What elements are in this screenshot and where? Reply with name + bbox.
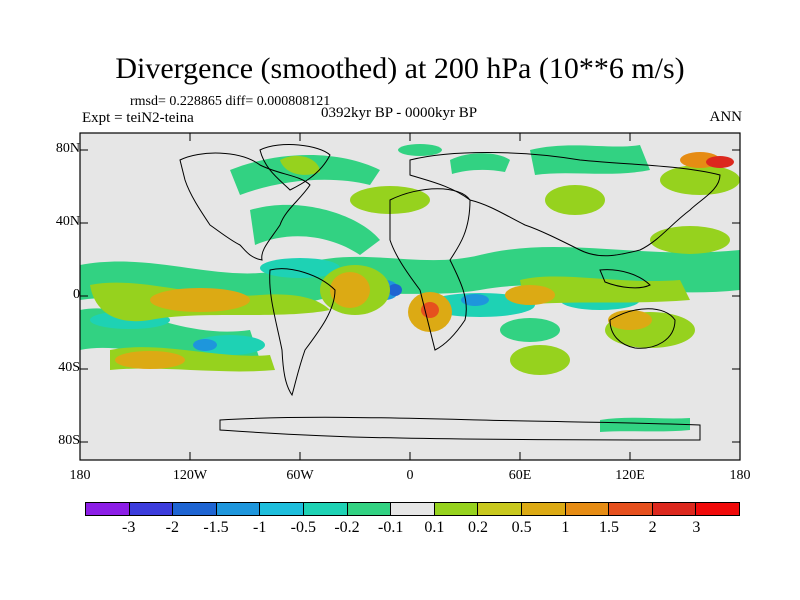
colorbar-swatch <box>391 503 435 515</box>
lon-label: 0 <box>406 468 414 483</box>
colorbar-label: 1.5 <box>599 519 619 536</box>
lat-label: 80N <box>55 141 80 156</box>
field-blob <box>608 310 652 330</box>
experiment-label: Expt = teiN2-teina <box>82 110 194 126</box>
colorbar-swatch <box>478 503 522 515</box>
field-blob <box>660 165 740 195</box>
map-title: Divergence (smoothed) at 200 hPa (10**6 … <box>115 52 685 85</box>
field-blob <box>650 226 730 254</box>
lat-label: 40S <box>58 360 80 375</box>
field-blob <box>250 204 380 255</box>
field-blob <box>80 246 740 310</box>
colorbar-swatch <box>609 503 653 515</box>
colorbar-swatch <box>86 503 130 515</box>
coastline <box>179 152 311 261</box>
coastlines <box>179 144 721 441</box>
colorbar-label: 2 <box>648 519 657 536</box>
field-blob <box>500 318 560 342</box>
lon-label: 120E <box>615 468 645 483</box>
stats-text: rmsd= 0.228865 diff= 0.000808121 <box>130 94 331 109</box>
period-label: 0392kyr BP - 0000kyr BP <box>321 105 478 121</box>
field-blob <box>398 144 442 156</box>
lat-label: 0 <box>73 287 80 302</box>
field-blob <box>115 351 185 369</box>
colorbar <box>85 502 740 516</box>
colorbar-label: -0.2 <box>334 519 360 536</box>
field-blob <box>545 185 605 215</box>
lon-label: 180 <box>729 468 751 483</box>
coastline <box>259 144 331 191</box>
field-blob <box>280 155 320 175</box>
field-blob <box>193 339 217 351</box>
season-label: ANN <box>709 109 743 125</box>
field-blob <box>461 294 489 306</box>
field-blob <box>388 284 402 296</box>
coastline <box>409 152 721 257</box>
colorbar-swatch <box>434 503 479 515</box>
colorbar-label: 3 <box>692 519 701 536</box>
field-blob <box>520 276 690 305</box>
field-blob <box>150 288 250 312</box>
colorbar-label: -0.1 <box>377 519 404 536</box>
lon-label: 60W <box>286 468 314 483</box>
lon-label: 60E <box>508 468 532 483</box>
field-blob <box>195 335 265 355</box>
colorbar-label: 0.1 <box>424 519 445 536</box>
coastline <box>609 308 676 349</box>
field-blob <box>600 417 690 432</box>
field-blob <box>450 153 510 174</box>
colorbar-swatch <box>521 503 566 515</box>
field-blob <box>505 285 555 305</box>
colorbar-label: -2 <box>165 519 179 536</box>
colorbar-swatch <box>260 503 304 515</box>
coastline <box>269 268 336 397</box>
colorbar-label: 0.2 <box>468 519 488 536</box>
colorbar-swatch <box>303 503 348 515</box>
colorbar-swatch <box>216 503 261 515</box>
colorbar-label: 1 <box>561 519 570 536</box>
lon-label: 180 <box>69 468 91 483</box>
colorbar-swatch <box>696 503 739 515</box>
colorbar-swatch <box>565 503 610 515</box>
field-blob <box>530 145 650 175</box>
field-blob <box>260 258 340 278</box>
field-blob <box>230 155 380 195</box>
lat-label: 80S <box>58 433 80 448</box>
coastline <box>599 269 651 289</box>
colorbar-label: 0.5 <box>511 519 532 536</box>
colorbar-swatch <box>129 503 174 515</box>
divergence-field <box>80 144 740 432</box>
field-blob <box>330 272 370 308</box>
field-blob <box>706 156 734 168</box>
colorbar-label: -1.5 <box>203 519 229 536</box>
lon-label: 120W <box>172 468 208 483</box>
colorbar-label: -0.5 <box>290 519 316 536</box>
axis-ticks <box>80 133 740 460</box>
colorbar-label: -3 <box>121 519 136 536</box>
field-blob <box>510 345 570 375</box>
colorbar-label: -1 <box>252 519 267 536</box>
colorbar-swatch <box>173 503 217 515</box>
colorbar-swatch <box>347 503 392 515</box>
coastline <box>219 416 701 441</box>
colorbar-swatch <box>652 503 697 515</box>
lat-label: 40N <box>55 214 80 229</box>
